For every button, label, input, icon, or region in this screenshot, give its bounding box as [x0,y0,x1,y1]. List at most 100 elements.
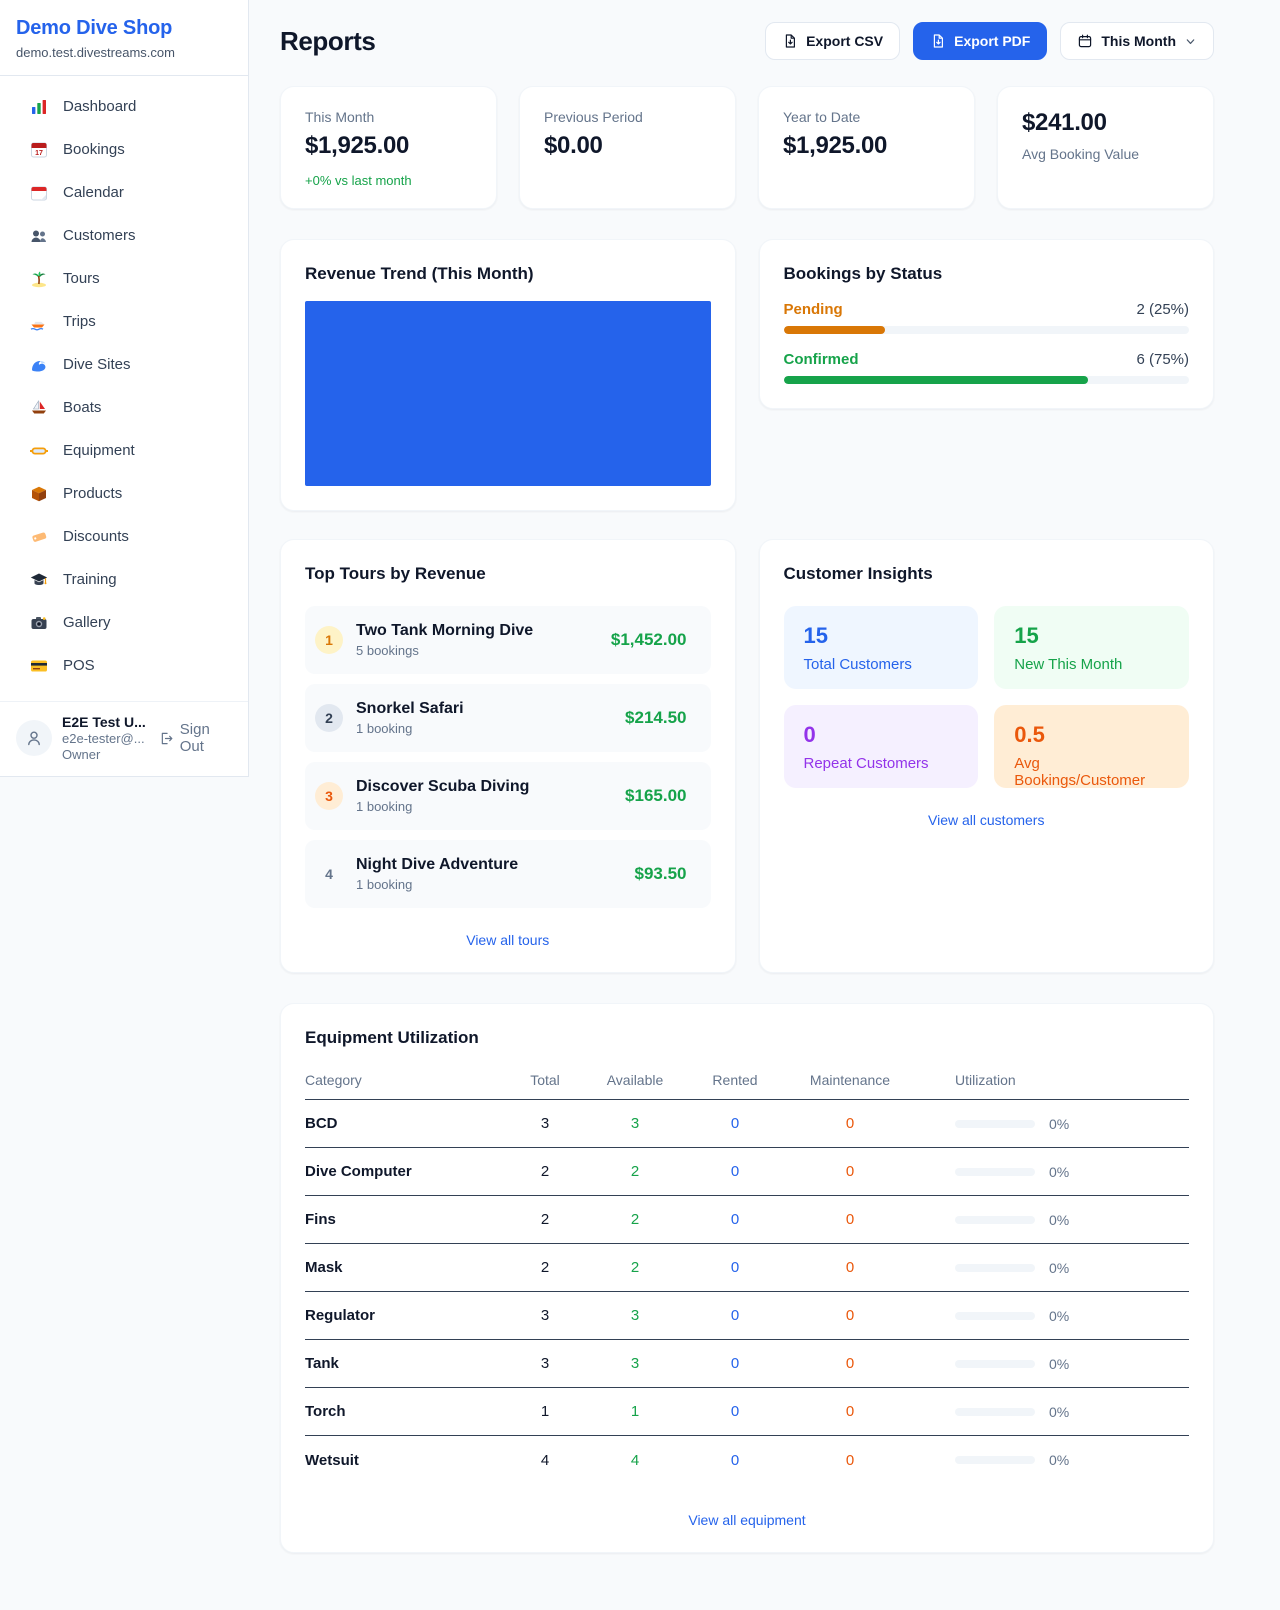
sidebar-item[interactable]: Tours [0,257,248,300]
sidebar-item[interactable]: Calendar [0,171,248,214]
sidebar-item[interactable]: Gallery [0,601,248,644]
sidebar-item[interactable]: Equipment [0,429,248,472]
equipment-available: 2 [630,1211,640,1228]
sidebar-item[interactable]: Training [0,558,248,601]
insight-label: Repeat Customers [803,755,929,772]
sidebar-item[interactable]: POS [0,644,248,687]
tour-text: Night Dive Adventure 1 booking [356,856,518,892]
insight-value: 15 [1014,623,1039,648]
insight-label: Total Customers [803,656,912,673]
col-total: Total [530,1071,560,1088]
equipment-maintenance: 0 [845,1355,855,1372]
equipment-total: 2 [540,1259,550,1276]
bookings-by-status-title: Bookings by Status [783,264,943,283]
view-all-tours-link[interactable]: View all tours [466,932,550,948]
equipment-maintenance: 0 [845,1451,855,1469]
equipment-category: Regulator [305,1307,376,1324]
training-icon [29,570,49,590]
equipment-maintenance: 0 [845,1115,855,1132]
tour-row: 4 Night Dive Adventure 1 booking $93.50 [305,840,711,908]
file-download-icon [930,33,946,49]
equipment-rented: 0 [730,1211,740,1228]
insight-tile: 0 Repeat Customers [783,705,979,788]
revenue-trend-card: Revenue Trend (This Month) [280,239,736,511]
equipment-rented: 0 [730,1451,740,1469]
revenue-trend-title: Revenue Trend (This Month) [305,264,534,283]
utilization-percent: 0% [1049,1307,1070,1324]
sidebar-item[interactable]: Bookings [0,128,248,171]
equipment-maintenance: 0 [845,1211,855,1228]
sidebar-item[interactable]: Customers [0,214,248,257]
trips-icon [29,312,49,332]
export-pdf-button[interactable]: Export PDF [913,22,1048,60]
avatar [16,720,52,756]
stat-label: This Month [305,109,375,125]
equipment-utilization-title: Equipment Utilization [305,1028,479,1047]
col-category: Category [305,1071,362,1088]
col-maintenance: Maintenance [809,1071,891,1088]
equipment-available: 3 [630,1307,640,1324]
tour-bookings: 1 booking [356,721,413,736]
user-email: e2e-tester@... [62,731,145,746]
period-dropdown[interactable]: This Month [1060,22,1214,60]
sidebar-item-label: Boats [63,399,102,416]
equipment-row: Fins 2 2 0 0 0% [305,1196,1189,1244]
sidebar-item[interactable]: Dive Sites [0,343,248,386]
stat-value: $1,925.00 [305,132,410,159]
equipment-utilization-cell: 0% [915,1260,1189,1276]
gallery-icon [29,613,49,633]
view-all-customers-link[interactable]: View all customers [928,812,1045,828]
pos-icon [29,656,49,676]
utilization-percent: 0% [1049,1115,1070,1132]
charts-row: Revenue Trend (This Month) Bookings by S… [280,239,1214,511]
sidebar-item[interactable]: Boats [0,386,248,429]
rank-badge: 2 [315,704,343,732]
insight-label: Avg Bookings/Customer [1014,755,1146,789]
equipment-utilization-cell: 0% [915,1164,1189,1180]
rank-badge: 3 [315,782,343,810]
sidebar-item[interactable]: Trips [0,300,248,343]
equipment-available: 2 [630,1163,640,1180]
dive-sites-icon [29,355,49,375]
sidebar-item[interactable]: Discounts [0,515,248,558]
col-rented: Rented [712,1071,758,1088]
export-csv-label: Export CSV [806,33,884,49]
tour-name: Discover Scuba Diving [356,778,530,795]
equipment-rented: 0 [730,1403,740,1420]
view-all-equipment-link[interactable]: View all equipment [688,1512,806,1528]
tour-row: 1 Two Tank Morning Dive 5 bookings $1,45… [305,606,711,674]
sidebar-item-label: Tours [63,270,100,287]
customer-insights-card: Customer Insights 15 Total Customers 15 … [758,539,1214,973]
insight-value: 15 [803,623,828,648]
sidebar-item-label: Dashboard [63,98,137,115]
equipment-rented: 0 [730,1115,740,1132]
equipment-rented: 0 [730,1163,740,1180]
sidebar-nav: Dashboard Bookings Calendar Customers [0,76,248,687]
utilization-percent: 0% [1049,1403,1070,1420]
customer-insights-title: Customer Insights [783,564,933,583]
tour-row: 2 Snorkel Safari 1 booking $214.50 [305,684,711,752]
sidebar-item-label: Trips [63,313,96,330]
stat-card-this-month: This Month $1,925.00 +0% vs last month [280,86,497,209]
sidebar-item-label: Calendar [63,184,124,201]
export-csv-button[interactable]: Export CSV [765,22,901,60]
stat-card-year-to-date: Year to Date $1,925.00 [758,86,975,209]
stat-cards: This Month $1,925.00 +0% vs last month P… [280,86,1214,209]
utilization-bar-track [955,1263,1035,1272]
status-row-top: Pending 2 (25%) [784,301,1190,318]
utilization-percent: 0% [1049,1355,1070,1372]
sidebar-item[interactable]: Products [0,472,248,515]
equipment-utilization-cell: 0% [915,1356,1189,1372]
stat-value: $1,925.00 [783,132,888,159]
sidebar-item-label: Bookings [63,141,125,158]
equipment-available: 4 [630,1451,640,1469]
sidebar-item[interactable]: Dashboard [0,85,248,128]
equipment-category: BCD [305,1115,338,1132]
status-bars: Pending 2 (25%) Confirmed 6 (75%) [783,301,1190,384]
utilization-bar-track [955,1215,1035,1224]
customers-icon [29,226,49,246]
equipment-utilization-cell: 0% [915,1452,1189,1468]
revenue-trend-chart [305,301,711,486]
sign-out-button[interactable]: Sign Out [158,721,234,755]
equipment-utilization-cell: 0% [915,1308,1189,1324]
